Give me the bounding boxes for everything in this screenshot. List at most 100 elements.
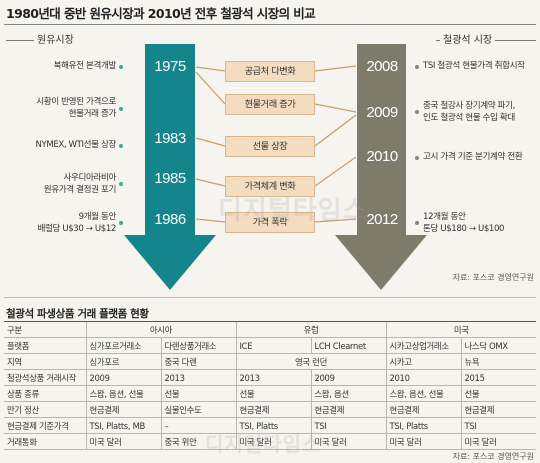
connector-1985-f4 <box>195 178 226 187</box>
table-cell: 미국 달러 <box>85 433 161 450</box>
table-cell: 2009 <box>85 369 161 386</box>
oil-event: 9개월 동안 배럴당 U$30 → U$12 <box>37 212 116 234</box>
oil-event: 사우디아라비아 원유가격 결정권 포기 <box>43 173 117 195</box>
connector-f5-2012 <box>314 218 357 223</box>
table-cell: 현금결제 <box>235 401 311 418</box>
watermark: 디지털타임스 <box>218 196 368 226</box>
table-row: 플랫폼 싱가포르거래소 다렌상품거래소 ICE LCH Clearnet 시카고… <box>4 337 536 354</box>
factor-box: 선물 상장 <box>225 136 315 157</box>
table-cell: – <box>160 417 236 434</box>
table-cell: 미국 달러 <box>460 433 536 450</box>
table-row: 거래통화 미국 달러 중국 위안 미국 달러 미국 달러 미국 달러 미국 달러 <box>4 433 536 450</box>
oil-event: 북해유전 본격개발 <box>53 61 117 71</box>
factor-box: 가격체계 변화 <box>225 176 315 197</box>
table-cell: 시카고 <box>385 353 461 370</box>
oil-year-1983: 1983 <box>154 130 186 147</box>
table-cell: 선물 <box>160 385 236 402</box>
connector-1983-f3 <box>195 137 226 147</box>
table-cell: LCH Clearnet <box>310 337 386 354</box>
right-header-ore: 철광석 시장 <box>440 31 496 46</box>
table-row: 지역 싱가포르 중국 다렌 영국 런던 시카고 뉴욕 <box>4 353 536 370</box>
table-row: 현금결제 기준가격 TSI, Platts, MB – TSI, Platts … <box>4 417 536 434</box>
source-note: 자료: 포스코 경영연구원 <box>452 452 534 461</box>
timeline-diagram <box>124 44 427 290</box>
ore-event: TSI 철광석 현물가격 취합시작 <box>423 61 525 71</box>
ore-year-2009: 2009 <box>366 104 398 121</box>
connector-f2-2009 <box>314 103 357 113</box>
oil-event: 시황이 반영된 가격으로 현물거래 증가 <box>36 97 116 119</box>
ore-timeline-arrow <box>335 44 427 290</box>
table-cell: 다렌상품거래소 <box>160 337 236 354</box>
ore-event: 12개월 동안 톤당 U$180 → U$100 <box>423 212 505 234</box>
table-cell: TSI, Platts <box>235 417 311 434</box>
table-cell: 2015 <box>460 369 536 386</box>
oil-event-dot <box>119 65 123 69</box>
header-europe: 유럽 <box>235 321 386 338</box>
ore-event: 중국 철강사 장기계약 파기, 인도 철광석 현물 수입 확대 <box>423 101 515 123</box>
oil-timeline-arrow <box>124 44 216 290</box>
factor-box: 현물거래 증가 <box>225 94 315 115</box>
ore-year-2008: 2008 <box>366 58 398 75</box>
header-america: 미국 <box>385 321 536 338</box>
table-cell: 중국 다렌 <box>160 353 236 370</box>
connector-f1-2008 <box>314 65 357 72</box>
table-cell: 싱가포르 <box>85 353 161 370</box>
table-cell: 선물 <box>460 385 536 402</box>
table-cell: 미국 달러 <box>310 433 386 450</box>
table-cell: 현금결제 <box>385 401 461 418</box>
table-cell: TSI <box>310 417 386 434</box>
oil-year-1975: 1975 <box>154 58 186 75</box>
table-cell: 시카고상업거래소 <box>385 337 461 354</box>
ore-event-dot <box>415 156 419 160</box>
connector-1986-f5 <box>195 218 226 223</box>
connector-1975-f2 <box>195 71 226 105</box>
source-note: 자료: 포스코 경영연구원 <box>452 273 534 282</box>
chart-title: 1980년대 중반 원유시장과 2010년 전후 철광석 시장의 비교 <box>6 6 316 21</box>
left-header-oil: 원유시장 <box>34 31 77 46</box>
oil-year-1986: 1986 <box>154 211 186 228</box>
factor-box: 공급처 다변화 <box>225 61 315 82</box>
table-cell: 스왑, 옵션, 선물 <box>85 385 161 402</box>
table-cell: 스왑, 옵션 <box>310 385 386 402</box>
table-cell: 실물인수도 <box>160 401 236 418</box>
factor-box: 가격 폭락 <box>225 212 315 233</box>
table-cell: 2010 <box>385 369 461 386</box>
ore-event-dot <box>415 221 419 225</box>
section-divider <box>4 297 536 298</box>
row-label: 플랫폼 <box>4 337 86 354</box>
table-row: 만기 정산 현금결제 실물인수도 현금결제 현금결제 현금결제 현금결제 <box>4 401 536 418</box>
oil-event-dot <box>119 144 123 148</box>
ore-year-2012: 2012 <box>366 211 398 228</box>
table-cell: 뉴욕 <box>460 353 536 370</box>
table-cell: 나스닥 OMX <box>460 337 536 354</box>
platform-table: 구분 아시아 유럽 미국 플랫폼 싱가포르거래소 다렌상품거래소 ICE LCH… <box>4 321 536 450</box>
row-label: 상품 종류 <box>4 385 86 402</box>
table-row: 철광석상품 거래시작 2009 2013 2013 2009 2010 2015 <box>4 369 536 386</box>
table-cell: 선물 <box>235 385 311 402</box>
table-cell: 영국 런던 <box>235 353 386 370</box>
table-cell: 싱가포르거래소 <box>85 337 161 354</box>
connector-1975-f1 <box>195 66 226 72</box>
table-cell: 중국 위안 <box>160 433 236 450</box>
ore-event-dot <box>415 110 419 114</box>
ore-event: 고시 가격 기준 분기계약 전환 <box>423 152 523 162</box>
watermark: 디지털타임스 <box>205 432 322 456</box>
header-category: 구분 <box>4 321 86 338</box>
table-cell: TSI, Platts <box>385 417 461 434</box>
row-label: 철광석상품 거래시작 <box>4 369 86 386</box>
table-cell: 현금결제 <box>85 401 161 418</box>
table-row: 상품 종류 스왑, 옵션, 선물 선물 선물 스왑, 옵션 스왑, 옵션, 선물… <box>4 385 536 402</box>
table-cell: 미국 달러 <box>235 433 311 450</box>
table-cell: 현금결제 <box>460 401 536 418</box>
table-cell: TSI, Platts, MB <box>85 417 161 434</box>
table-cell: ICE <box>235 337 311 354</box>
oil-event-dot <box>119 221 123 225</box>
ore-year-2010: 2010 <box>366 148 398 165</box>
table-cell: 스왑, 옵션, 선물 <box>385 385 461 402</box>
oil-event-dot <box>119 182 123 186</box>
ore-event-dot <box>415 65 419 69</box>
row-label: 지역 <box>4 353 86 370</box>
title-divider <box>4 24 536 25</box>
oil-year-1985: 1985 <box>154 170 186 187</box>
table-cell: 미국 달러 <box>385 433 461 450</box>
